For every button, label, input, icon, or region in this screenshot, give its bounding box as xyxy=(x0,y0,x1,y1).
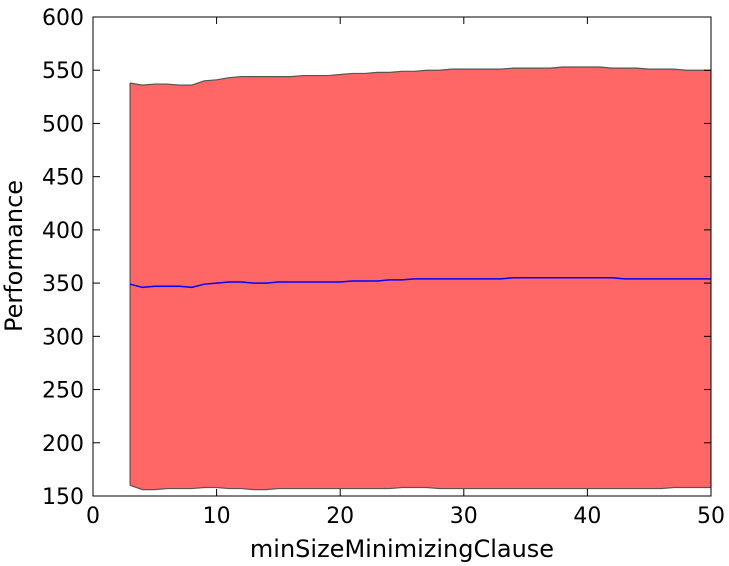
x-tick-label: 50 xyxy=(697,504,725,529)
y-axis-label: Performance xyxy=(0,180,28,332)
x-tick-label: 0 xyxy=(86,504,100,529)
y-tick-label: 300 xyxy=(42,325,84,350)
band-lower-edge xyxy=(129,484,711,491)
mean-line-layer xyxy=(129,277,711,289)
y-tick-label: 600 xyxy=(42,6,84,31)
mean-line xyxy=(129,277,711,289)
x-tick-label: 10 xyxy=(203,504,231,529)
y-tick-label: 550 xyxy=(42,59,84,84)
y-tick-label: 250 xyxy=(42,379,84,404)
x-tick-label: 30 xyxy=(450,504,478,529)
band-upper-edge xyxy=(129,66,711,86)
y-tick-label: 350 xyxy=(42,272,84,297)
y-tick-label: 150 xyxy=(42,485,84,510)
y-tick-label: 450 xyxy=(42,166,84,191)
plot-frame xyxy=(92,16,712,497)
y-tick-label: 400 xyxy=(42,219,84,244)
x-axis-ticks: 0 10 20 30 40 50 xyxy=(86,17,725,529)
x-tick-label: 40 xyxy=(573,504,601,529)
y-axis-ticks: 150 200 250 300 350 400 450 500 550 600 xyxy=(42,6,711,510)
y-tick-label: 200 xyxy=(42,432,84,457)
x-axis-label: minSizeMinimizingClause xyxy=(250,535,554,563)
y-tick-label: 500 xyxy=(42,112,84,137)
x-tick-label: 20 xyxy=(326,504,354,529)
